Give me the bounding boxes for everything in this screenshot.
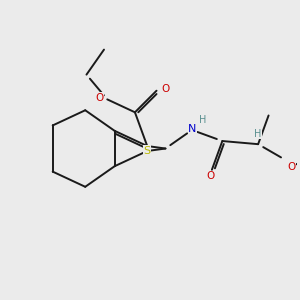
Text: O: O [206,171,214,181]
Text: H: H [200,115,207,125]
Text: O: O [162,84,170,94]
Text: O: O [288,162,296,172]
Text: S: S [144,146,151,156]
Text: N: N [188,124,197,134]
Text: O: O [95,93,104,103]
Text: H: H [254,129,262,139]
